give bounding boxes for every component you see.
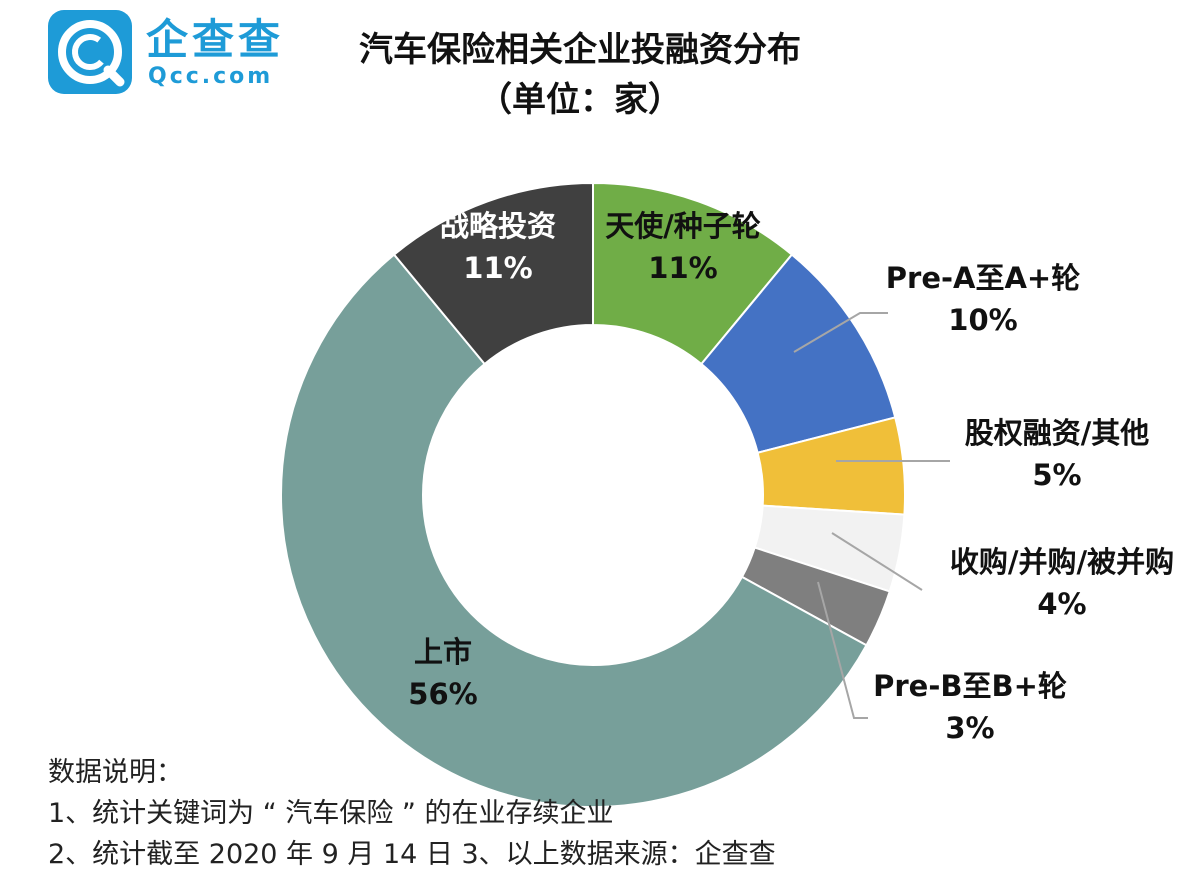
slice-value-5: 56% xyxy=(408,677,477,711)
slice-value-3: 4% xyxy=(1037,587,1086,621)
brand-name: 企查查 xyxy=(146,15,285,64)
leader-line-3 xyxy=(831,532,923,591)
chart-title: 汽车保险相关企业投融资分布 xyxy=(359,30,801,70)
slice-value-1: 10% xyxy=(948,303,1017,337)
slice-label-3: 收购/并购/被并购 xyxy=(950,545,1174,579)
slice-label-6: 战略投资 xyxy=(440,209,556,243)
qcc-logo-icon xyxy=(48,10,132,94)
slice-label-4: Pre-B至B+轮 xyxy=(873,669,1067,703)
slice-value-6: 11% xyxy=(463,251,532,285)
leader-line-4 xyxy=(817,581,868,719)
slice-5 xyxy=(280,253,868,808)
slice-label-0: 天使/种子轮 xyxy=(605,209,761,243)
slice-label-1: Pre-A至A+轮 xyxy=(886,261,1080,295)
slice-value-4: 3% xyxy=(945,711,994,745)
slice-label-2: 股权融资/其他 xyxy=(965,416,1150,450)
slice-value-2: 5% xyxy=(1032,458,1081,492)
notes-line-1: 1、统计关键词为 “ 汽车保险 ” 的在业存续企业 xyxy=(48,798,614,829)
brand-url: Qcc.com xyxy=(148,64,274,89)
data-notes: 数据说明： 1、统计关键词为 “ 汽车保险 ” 的在业存续企业 2、统计截至 2… xyxy=(48,752,776,875)
slice-6 xyxy=(392,181,594,366)
slice-value-0: 11% xyxy=(648,251,717,285)
leader-line-1 xyxy=(793,312,888,353)
notes-heading: 数据说明： xyxy=(48,757,183,788)
chart-subtitle: （单位：家） xyxy=(478,80,682,120)
notes-line-2: 2、统计截至 2020 年 9 月 14 日 3、以上数据来源：企查查 xyxy=(48,839,776,870)
slice-label-5: 上市 xyxy=(414,635,472,669)
